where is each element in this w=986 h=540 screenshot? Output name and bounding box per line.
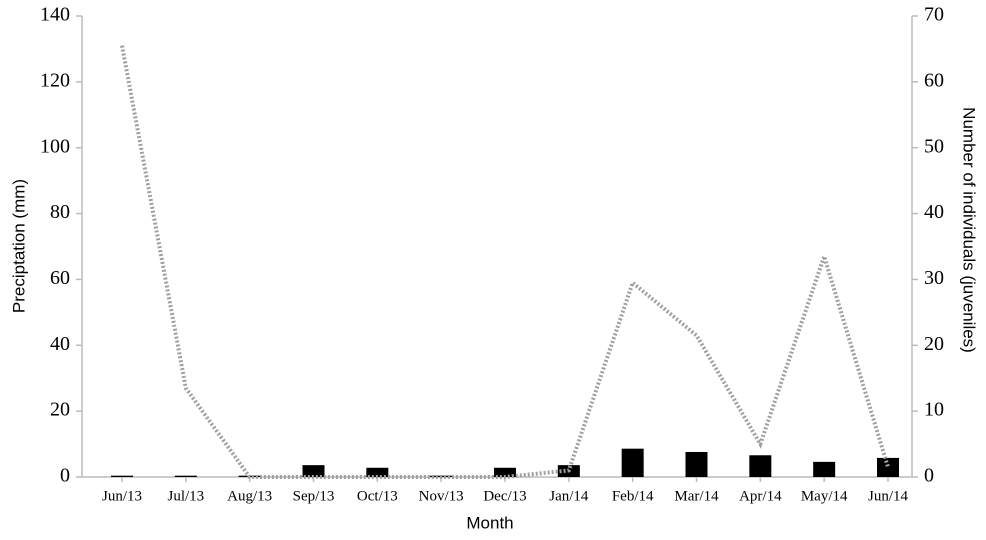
y2-tick-label: 60: [924, 69, 944, 91]
y-tick-label: 140: [40, 4, 70, 26]
x-tick-label: Jul/13: [167, 488, 204, 504]
y-tick-label: 20: [50, 399, 70, 421]
x-tick-label: Feb/14: [612, 488, 654, 504]
bar: [813, 461, 836, 477]
x-tick-label: Dec/13: [483, 488, 526, 504]
bar: [111, 475, 133, 477]
x-tick-label: Oct/13: [357, 488, 398, 504]
x-tick-label: May/14: [801, 488, 848, 504]
x-tick-label: Aug/13: [227, 488, 272, 504]
y2-tick-label: 0: [924, 465, 934, 487]
bar: [494, 467, 516, 477]
x-tick-label: Nov/13: [419, 488, 464, 504]
y-tick-label: 40: [50, 333, 70, 355]
y-tick-label: 80: [50, 201, 70, 223]
x-axis-title: Month: [466, 513, 513, 532]
y2-tick-label: 40: [924, 201, 944, 223]
y-tick-label: 100: [40, 135, 70, 157]
y2-tick-label: 30: [924, 267, 944, 289]
line: [120, 45, 890, 479]
bar: [174, 475, 197, 477]
y2-tick-label: 70: [924, 4, 944, 26]
x-tick-label: Apr/14: [739, 488, 782, 504]
y-tick-label: 60: [50, 267, 70, 289]
y2-tick-label: 20: [924, 333, 944, 355]
x-tick-label: Sep/13: [293, 488, 335, 504]
x-tick-label: Jun/14: [868, 488, 909, 504]
x-tick-label: Jan/14: [549, 488, 589, 504]
y2-tick-label: 50: [924, 135, 944, 157]
bar: [685, 451, 708, 477]
y2-axis-title: Number of individuals (juveniles): [960, 107, 979, 353]
y-tick-label: 0: [60, 465, 70, 487]
bar: [302, 465, 325, 477]
bar: [749, 455, 772, 477]
bar: [877, 457, 899, 477]
x-tick-label: Jun/13: [102, 488, 142, 504]
y-axis-title: Preciptation (mm): [9, 179, 28, 313]
x-tick-label: Mar/14: [674, 488, 719, 504]
y2-tick-label: 10: [924, 399, 944, 421]
y-tick-label: 120: [40, 69, 70, 91]
bar: [366, 467, 389, 477]
bar: [621, 448, 644, 477]
